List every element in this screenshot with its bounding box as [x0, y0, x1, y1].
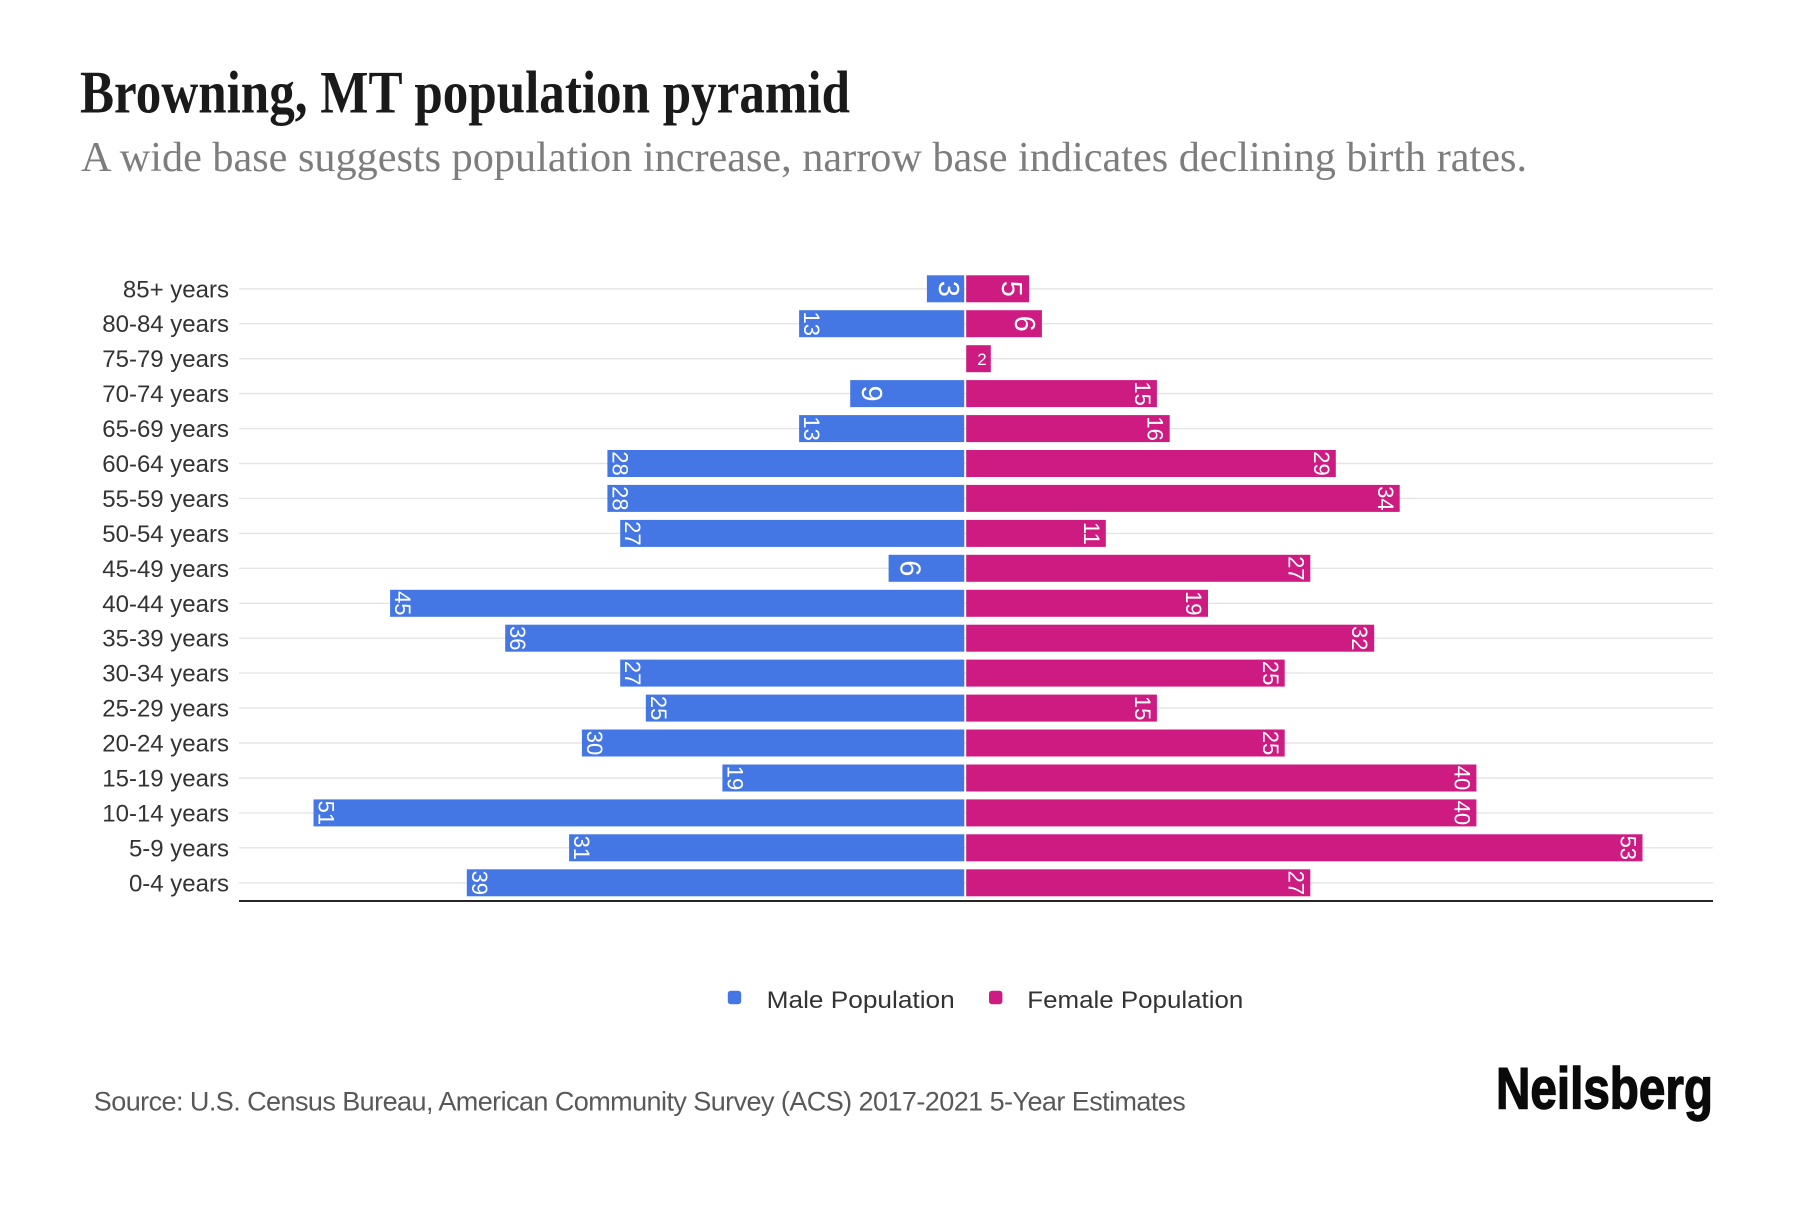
svg-text:15: 15 [1130, 696, 1155, 720]
svg-text:35-39 years: 35-39 years [102, 626, 229, 653]
svg-text:5: 5 [995, 281, 1027, 297]
svg-text:80-84 years: 80-84 years [102, 311, 229, 338]
svg-text:13: 13 [799, 311, 824, 335]
svg-text:6: 6 [1008, 316, 1040, 332]
svg-text:25: 25 [1258, 731, 1283, 755]
svg-text:13: 13 [799, 416, 824, 440]
svg-text:15: 15 [1130, 381, 1155, 405]
svg-text:34: 34 [1373, 486, 1398, 510]
svg-text:36: 36 [505, 626, 530, 650]
svg-text:Browning, MT population pyrami: Browning, MT population pyramid [80, 60, 850, 126]
svg-text:75-79 years: 75-79 years [102, 346, 229, 373]
svg-text:A wide base suggests populatio: A wide base suggests population increase… [81, 135, 1527, 181]
svg-text:40: 40 [1450, 801, 1475, 825]
svg-text:2: 2 [977, 350, 986, 369]
svg-text:39: 39 [467, 871, 492, 895]
svg-text:27: 27 [1283, 556, 1308, 580]
svg-text:20-24 years: 20-24 years [102, 731, 229, 758]
svg-text:25: 25 [1258, 661, 1283, 685]
svg-text:65-69 years: 65-69 years [102, 416, 229, 443]
svg-text:31: 31 [569, 836, 594, 860]
svg-text:32: 32 [1347, 626, 1372, 650]
svg-text:6: 6 [894, 560, 926, 576]
svg-text:53: 53 [1616, 836, 1641, 860]
svg-text:29: 29 [1309, 451, 1334, 475]
svg-text:15-19 years: 15-19 years [102, 766, 229, 793]
svg-text:30-34 years: 30-34 years [102, 661, 229, 688]
svg-text:11: 11 [1079, 522, 1104, 545]
svg-text:51: 51 [314, 801, 339, 825]
svg-text:3: 3 [932, 281, 964, 297]
svg-text:27: 27 [1283, 871, 1308, 895]
svg-text:Source: U.S. Census Bureau, Am: Source: U.S. Census Bureau, American Com… [94, 1087, 1186, 1117]
svg-text:30: 30 [582, 731, 607, 755]
svg-text:5-9 years: 5-9 years [129, 835, 229, 862]
svg-text:27: 27 [620, 521, 645, 545]
svg-text:25-29 years: 25-29 years [102, 696, 229, 723]
svg-text:10-14 years: 10-14 years [102, 800, 229, 827]
svg-text:0-4 years: 0-4 years [129, 870, 229, 897]
svg-text:28: 28 [607, 451, 632, 475]
svg-text:Neilsberg: Neilsberg [1496, 1057, 1713, 1122]
svg-text:50-54 years: 50-54 years [102, 521, 229, 548]
svg-text:70-74 years: 70-74 years [102, 381, 229, 408]
svg-text:45-49 years: 45-49 years [102, 556, 229, 583]
svg-text:Male Population: Male Population [767, 987, 955, 1014]
svg-text:16: 16 [1143, 416, 1168, 440]
svg-text:19: 19 [1181, 591, 1206, 615]
svg-text:25: 25 [646, 696, 671, 720]
svg-text:40-44 years: 40-44 years [102, 591, 229, 618]
svg-text:85+ years: 85+ years [123, 276, 229, 303]
svg-text:Female Population: Female Population [1027, 987, 1243, 1014]
svg-text:19: 19 [722, 766, 747, 790]
svg-text:28: 28 [607, 486, 632, 510]
svg-text:27: 27 [620, 661, 645, 685]
svg-text:55-59 years: 55-59 years [102, 486, 229, 513]
svg-text:60-64 years: 60-64 years [102, 451, 229, 478]
svg-text:9: 9 [855, 386, 887, 402]
svg-text:40: 40 [1450, 766, 1475, 790]
svg-text:45: 45 [390, 591, 415, 615]
